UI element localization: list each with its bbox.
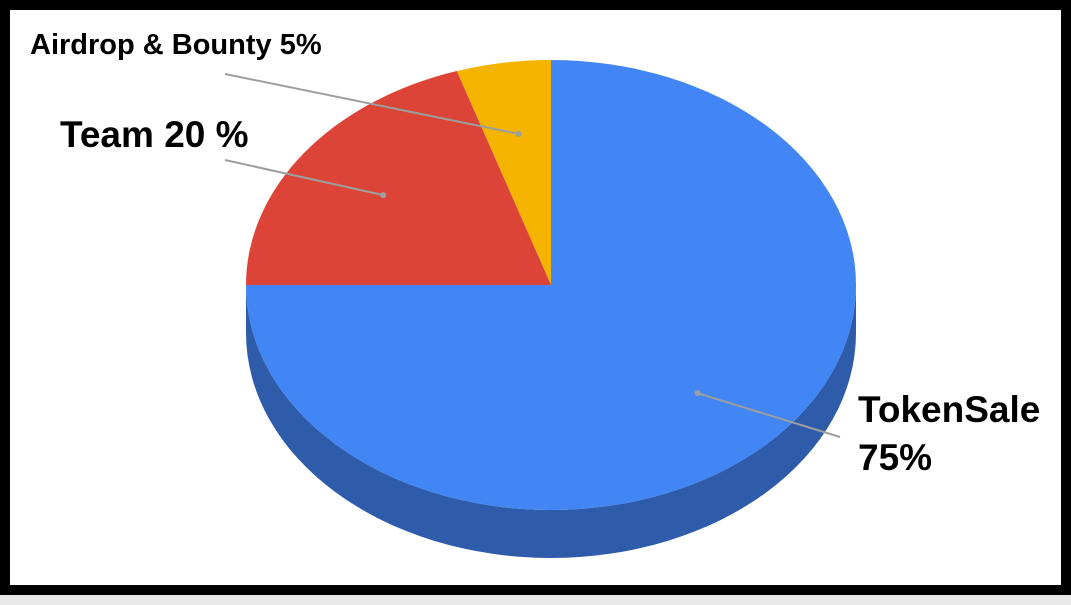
pie-slice-0 xyxy=(456,60,551,285)
leader-dot-2 xyxy=(694,390,701,397)
leader-dot-0 xyxy=(515,130,522,137)
slice-label-tokensale: TokenSale xyxy=(858,389,1040,430)
pie-side-wall xyxy=(246,285,856,558)
leader-line-0 xyxy=(224,73,519,135)
slice-label-airdrop: Airdrop & Bounty 5% xyxy=(30,29,322,61)
slice-label-tokensale-pct: 75% xyxy=(858,437,932,478)
leader-line-2 xyxy=(697,392,841,438)
leader-lines xyxy=(224,73,841,438)
pie-chart: Airdrop & Bounty 5% Team 20 % TokenSale … xyxy=(30,29,1040,558)
pie-side xyxy=(246,285,856,558)
leader-line-1 xyxy=(224,159,384,197)
slice-label-team: Team 20 % xyxy=(60,114,249,155)
leader-dot-1 xyxy=(380,192,387,199)
pie-slices xyxy=(246,60,856,510)
pie-slice-2 xyxy=(246,60,856,510)
